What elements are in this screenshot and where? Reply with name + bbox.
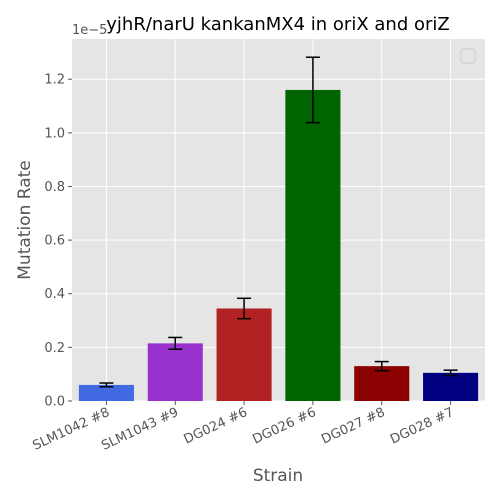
x-tick-label: DG028 #7 xyxy=(388,405,456,447)
y-tick-label: 0.2 xyxy=(44,341,65,356)
y-tick-label: 1.2 xyxy=(44,73,65,88)
bar xyxy=(423,372,479,401)
legend-box xyxy=(460,48,476,64)
y-tick-label: 0.8 xyxy=(44,180,65,195)
x-tick-label: DG024 #6 xyxy=(182,405,250,447)
y-tick-label: 0.0 xyxy=(44,395,65,410)
bar xyxy=(147,343,203,401)
chart-title: yjhR/narU kankanMX4 in oriX and oriZ xyxy=(106,14,449,35)
axis-offset-text: 1e−5 xyxy=(72,23,107,38)
y-tick-label: 0.4 xyxy=(44,287,65,302)
x-tick-label: DG026 #6 xyxy=(250,405,318,447)
bar xyxy=(354,366,410,401)
plot-background xyxy=(72,39,485,401)
bar xyxy=(78,384,134,401)
y-tick-label: 0.6 xyxy=(44,234,65,249)
y-axis-label: Mutation Rate xyxy=(15,160,35,279)
bar xyxy=(285,89,341,401)
x-axis-label: Strain xyxy=(253,466,303,486)
y-tick-label: 1.0 xyxy=(44,126,65,141)
x-tick-label: SLM1043 #9 xyxy=(99,405,181,454)
x-tick-label: SLM1042 #8 xyxy=(30,405,112,454)
x-tick-label: DG027 #8 xyxy=(319,405,387,447)
bar xyxy=(216,308,272,401)
